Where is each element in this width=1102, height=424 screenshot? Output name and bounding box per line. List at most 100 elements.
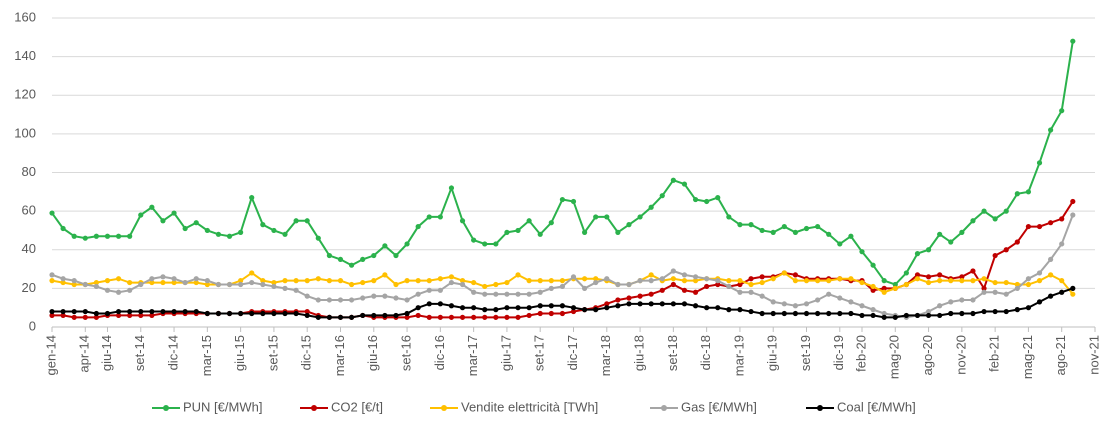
data-point bbox=[948, 310, 954, 317]
data-point bbox=[581, 229, 588, 235]
data-point bbox=[204, 310, 210, 317]
data-point bbox=[504, 279, 510, 286]
data-point bbox=[925, 274, 932, 280]
data-point bbox=[171, 279, 177, 286]
data-point bbox=[238, 281, 244, 288]
data-point bbox=[992, 216, 998, 222]
data-point bbox=[737, 222, 743, 228]
data-point bbox=[759, 227, 765, 234]
data-point bbox=[792, 278, 799, 284]
data-point bbox=[149, 279, 155, 286]
data-point bbox=[315, 297, 321, 303]
data-point bbox=[981, 208, 987, 214]
data-point bbox=[537, 303, 543, 309]
legend-marker bbox=[661, 405, 667, 411]
data-point bbox=[115, 233, 122, 239]
data-point bbox=[670, 177, 676, 183]
data-point bbox=[881, 285, 887, 291]
data-point bbox=[526, 278, 532, 284]
series-line bbox=[51, 41, 1074, 286]
data-point bbox=[348, 314, 355, 320]
legend-marker bbox=[441, 405, 447, 411]
x-tick-label: giu-19 bbox=[765, 335, 780, 371]
data-point bbox=[1059, 241, 1065, 247]
data-point bbox=[737, 278, 743, 284]
data-point bbox=[792, 272, 799, 278]
data-point bbox=[681, 272, 688, 278]
data-point bbox=[837, 310, 843, 317]
data-point bbox=[71, 233, 77, 239]
y-tick-label: 80 bbox=[22, 164, 36, 179]
data-point bbox=[71, 314, 77, 320]
data-point bbox=[260, 310, 266, 317]
data-point bbox=[1025, 305, 1032, 311]
data-point bbox=[171, 308, 177, 315]
data-point bbox=[49, 312, 55, 319]
y-tick-label: 20 bbox=[22, 280, 36, 295]
data-point bbox=[803, 301, 810, 307]
data-point bbox=[93, 233, 99, 239]
data-point bbox=[581, 285, 588, 291]
data-point bbox=[426, 314, 432, 320]
data-point bbox=[204, 278, 210, 284]
x-tick-label: dic-19 bbox=[831, 335, 846, 370]
data-point bbox=[670, 276, 676, 282]
data-point bbox=[282, 310, 288, 317]
data-point bbox=[548, 285, 554, 291]
data-point bbox=[515, 291, 521, 297]
data-point bbox=[238, 310, 244, 317]
data-point bbox=[471, 237, 477, 243]
data-point bbox=[637, 293, 643, 299]
data-point bbox=[493, 241, 499, 247]
data-point bbox=[604, 301, 610, 307]
data-point bbox=[71, 308, 77, 315]
data-point bbox=[981, 289, 987, 295]
data-point bbox=[393, 252, 399, 259]
data-point bbox=[426, 214, 432, 220]
data-point bbox=[570, 198, 577, 205]
data-point bbox=[815, 223, 821, 230]
x-tick-label: dic-17 bbox=[565, 335, 580, 370]
data-point bbox=[437, 276, 443, 282]
data-point bbox=[559, 278, 566, 284]
data-point bbox=[637, 278, 643, 284]
data-point bbox=[404, 241, 410, 247]
x-tick-label: giu-15 bbox=[232, 335, 247, 371]
data-point bbox=[948, 278, 954, 284]
data-point bbox=[382, 293, 388, 299]
data-point bbox=[215, 231, 222, 237]
data-point bbox=[249, 310, 255, 317]
data-point bbox=[60, 276, 66, 282]
x-tick-label: gen-14 bbox=[43, 335, 58, 375]
data-point bbox=[104, 310, 111, 317]
data-point bbox=[60, 312, 66, 319]
data-point bbox=[581, 276, 588, 282]
data-point bbox=[493, 281, 499, 288]
data-point bbox=[382, 272, 388, 278]
data-point bbox=[82, 314, 88, 320]
x-tick-label: apr-14 bbox=[77, 335, 92, 373]
x-tick-label: set-19 bbox=[798, 335, 813, 371]
data-point bbox=[149, 308, 155, 315]
data-point bbox=[726, 278, 732, 284]
data-point bbox=[726, 307, 732, 313]
data-point bbox=[360, 295, 366, 301]
data-point bbox=[127, 312, 133, 319]
x-tick-label: mar-16 bbox=[332, 335, 347, 376]
data-point bbox=[49, 278, 55, 284]
data-point bbox=[182, 279, 188, 286]
data-point bbox=[482, 307, 488, 313]
data-point bbox=[326, 297, 332, 303]
x-tick-label: mag-21 bbox=[1020, 335, 1035, 379]
data-point bbox=[60, 308, 66, 315]
data-point bbox=[1048, 220, 1054, 226]
data-point bbox=[182, 308, 188, 315]
x-tick-label: set-16 bbox=[399, 335, 414, 371]
data-point bbox=[371, 293, 377, 299]
x-tick-label: dic-15 bbox=[299, 335, 314, 370]
data-point bbox=[304, 218, 310, 224]
data-point bbox=[459, 305, 466, 311]
data-point bbox=[1048, 127, 1054, 133]
data-point bbox=[1014, 191, 1020, 197]
